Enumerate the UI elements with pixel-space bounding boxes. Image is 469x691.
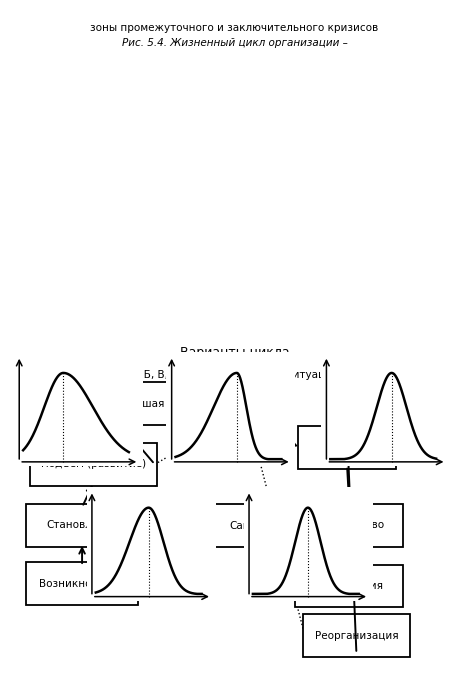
Text: Реорганизация: Реорганизация <box>315 631 398 641</box>
Text: Банкротство: Банкротство <box>314 520 385 530</box>
Text: А: А <box>155 553 163 563</box>
Text: Становление: Становление <box>46 520 118 530</box>
Text: Санация: Санация <box>229 520 277 530</box>
Text: Подъем (развитие): Подъем (развитие) <box>41 460 146 469</box>
Text: Г: Г <box>247 417 254 426</box>
FancyBboxPatch shape <box>101 382 218 425</box>
Text: Рис. 5.4. Жизненный цикл организации –: Рис. 5.4. Жизненный цикл организации – <box>121 38 348 48</box>
Text: Спад: Спад <box>333 443 361 453</box>
FancyBboxPatch shape <box>295 565 403 607</box>
Text: Варианты цикла: Варианты цикла <box>180 346 289 359</box>
Text: Ликвидация: Ликвидация <box>316 581 383 591</box>
FancyBboxPatch shape <box>30 443 157 486</box>
FancyBboxPatch shape <box>210 504 296 547</box>
FancyBboxPatch shape <box>26 562 138 605</box>
FancyBboxPatch shape <box>295 504 403 547</box>
FancyBboxPatch shape <box>298 426 396 469</box>
FancyBboxPatch shape <box>26 504 138 547</box>
Text: Высшая точка: Высшая точка <box>121 399 198 408</box>
Text: В: В <box>207 429 216 439</box>
Text: Б: Б <box>155 493 163 502</box>
FancyBboxPatch shape <box>303 614 410 657</box>
Text: Возникновение: Возникновение <box>39 579 125 589</box>
Text: зоны промежуточного и заключительного кризисов: зоны промежуточного и заключительного кр… <box>91 23 378 32</box>
Text: А, Б, В, Г – точки кризисных ситуаций: А, Б, В, Г – точки кризисных ситуаций <box>130 370 339 380</box>
